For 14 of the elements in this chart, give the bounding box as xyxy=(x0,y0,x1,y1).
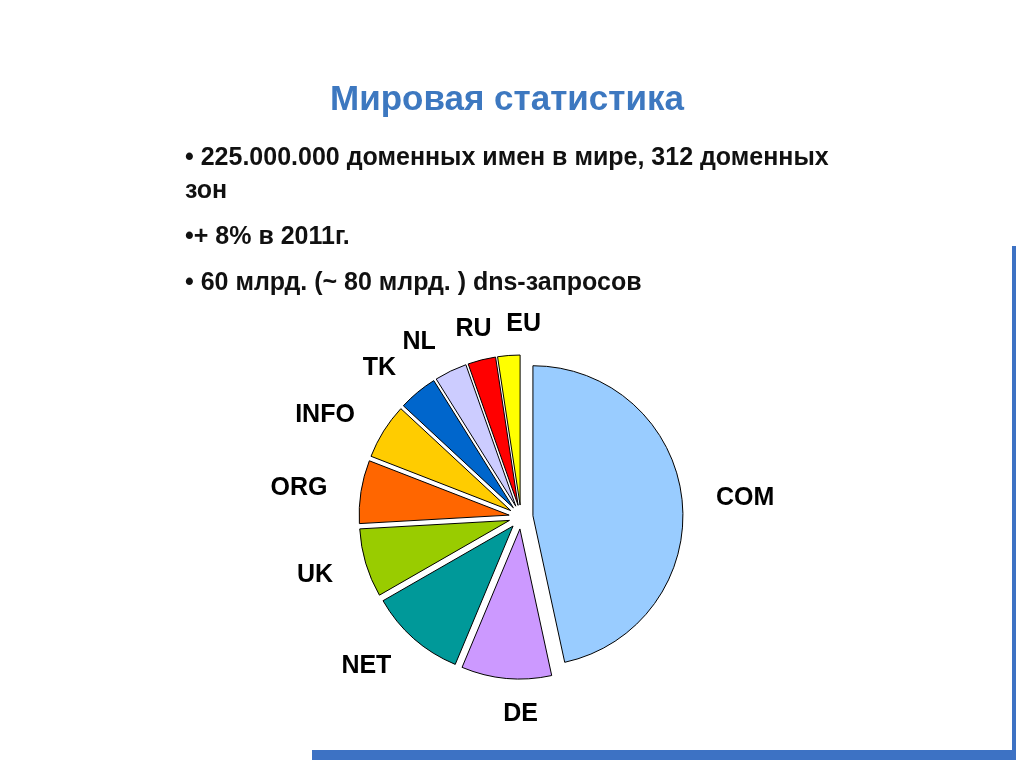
slice-label: UK xyxy=(297,558,334,587)
chart-title: Мировая статистика xyxy=(330,78,684,118)
text: •+ 8% в 2011г. xyxy=(185,220,351,251)
text: • 225.000.000 доменных имен в мире, 312 доменных зон xyxy=(185,141,830,205)
slice-label: RU xyxy=(455,312,492,341)
slice-label: TK xyxy=(362,351,397,380)
slice-label: NET xyxy=(341,650,392,679)
slice-label: EU xyxy=(506,307,541,336)
slice-label: INFO xyxy=(295,399,355,428)
slice-label: COM xyxy=(715,482,775,511)
text: • 60 млрд. (~ 80 млрд. ) dns-запросов xyxy=(185,266,643,297)
slice-label: ORG xyxy=(270,472,328,501)
slice-label: NL xyxy=(402,326,436,355)
slice-label: DE xyxy=(503,698,538,727)
